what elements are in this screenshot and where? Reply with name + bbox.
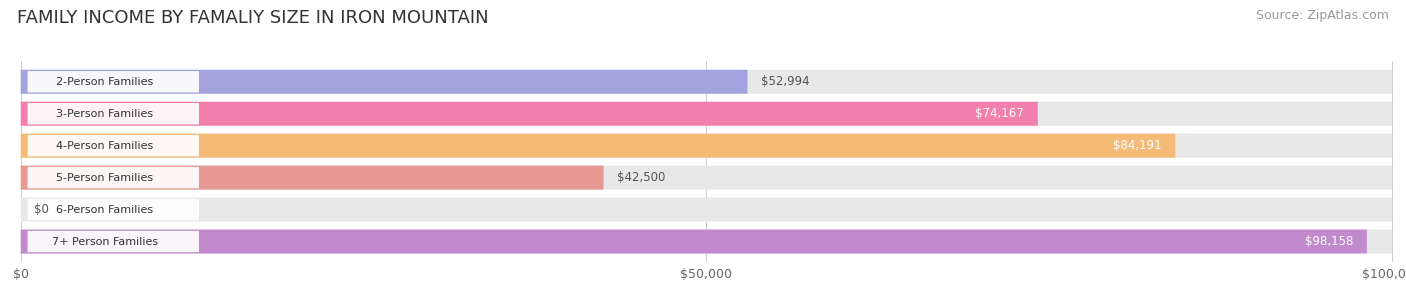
Text: $98,158: $98,158 [1305, 235, 1353, 248]
FancyBboxPatch shape [21, 102, 1392, 126]
Text: $42,500: $42,500 [617, 171, 665, 184]
FancyBboxPatch shape [28, 167, 200, 188]
Text: 4-Person Families: 4-Person Families [56, 141, 153, 151]
FancyBboxPatch shape [28, 71, 200, 92]
Text: 7+ Person Families: 7+ Person Families [52, 237, 157, 246]
FancyBboxPatch shape [21, 230, 1367, 253]
Text: 3-Person Families: 3-Person Families [56, 109, 153, 119]
Text: 2-Person Families: 2-Person Families [56, 77, 153, 87]
FancyBboxPatch shape [21, 134, 1392, 158]
Text: 6-Person Families: 6-Person Families [56, 205, 153, 215]
FancyBboxPatch shape [21, 230, 1392, 253]
Text: 5-Person Families: 5-Person Families [56, 173, 153, 183]
FancyBboxPatch shape [21, 102, 1038, 126]
FancyBboxPatch shape [21, 198, 1392, 221]
FancyBboxPatch shape [21, 70, 1392, 94]
FancyBboxPatch shape [21, 166, 1392, 190]
FancyBboxPatch shape [21, 134, 1175, 158]
FancyBboxPatch shape [21, 70, 748, 94]
Text: $52,994: $52,994 [761, 75, 810, 88]
Text: $74,167: $74,167 [976, 107, 1024, 120]
FancyBboxPatch shape [28, 103, 200, 124]
FancyBboxPatch shape [28, 135, 200, 156]
Text: $84,191: $84,191 [1114, 139, 1161, 152]
FancyBboxPatch shape [28, 231, 200, 252]
FancyBboxPatch shape [28, 199, 200, 220]
Text: Source: ZipAtlas.com: Source: ZipAtlas.com [1256, 9, 1389, 22]
Text: FAMILY INCOME BY FAMALIY SIZE IN IRON MOUNTAIN: FAMILY INCOME BY FAMALIY SIZE IN IRON MO… [17, 9, 488, 27]
Text: $0: $0 [35, 203, 49, 216]
FancyBboxPatch shape [21, 166, 603, 190]
